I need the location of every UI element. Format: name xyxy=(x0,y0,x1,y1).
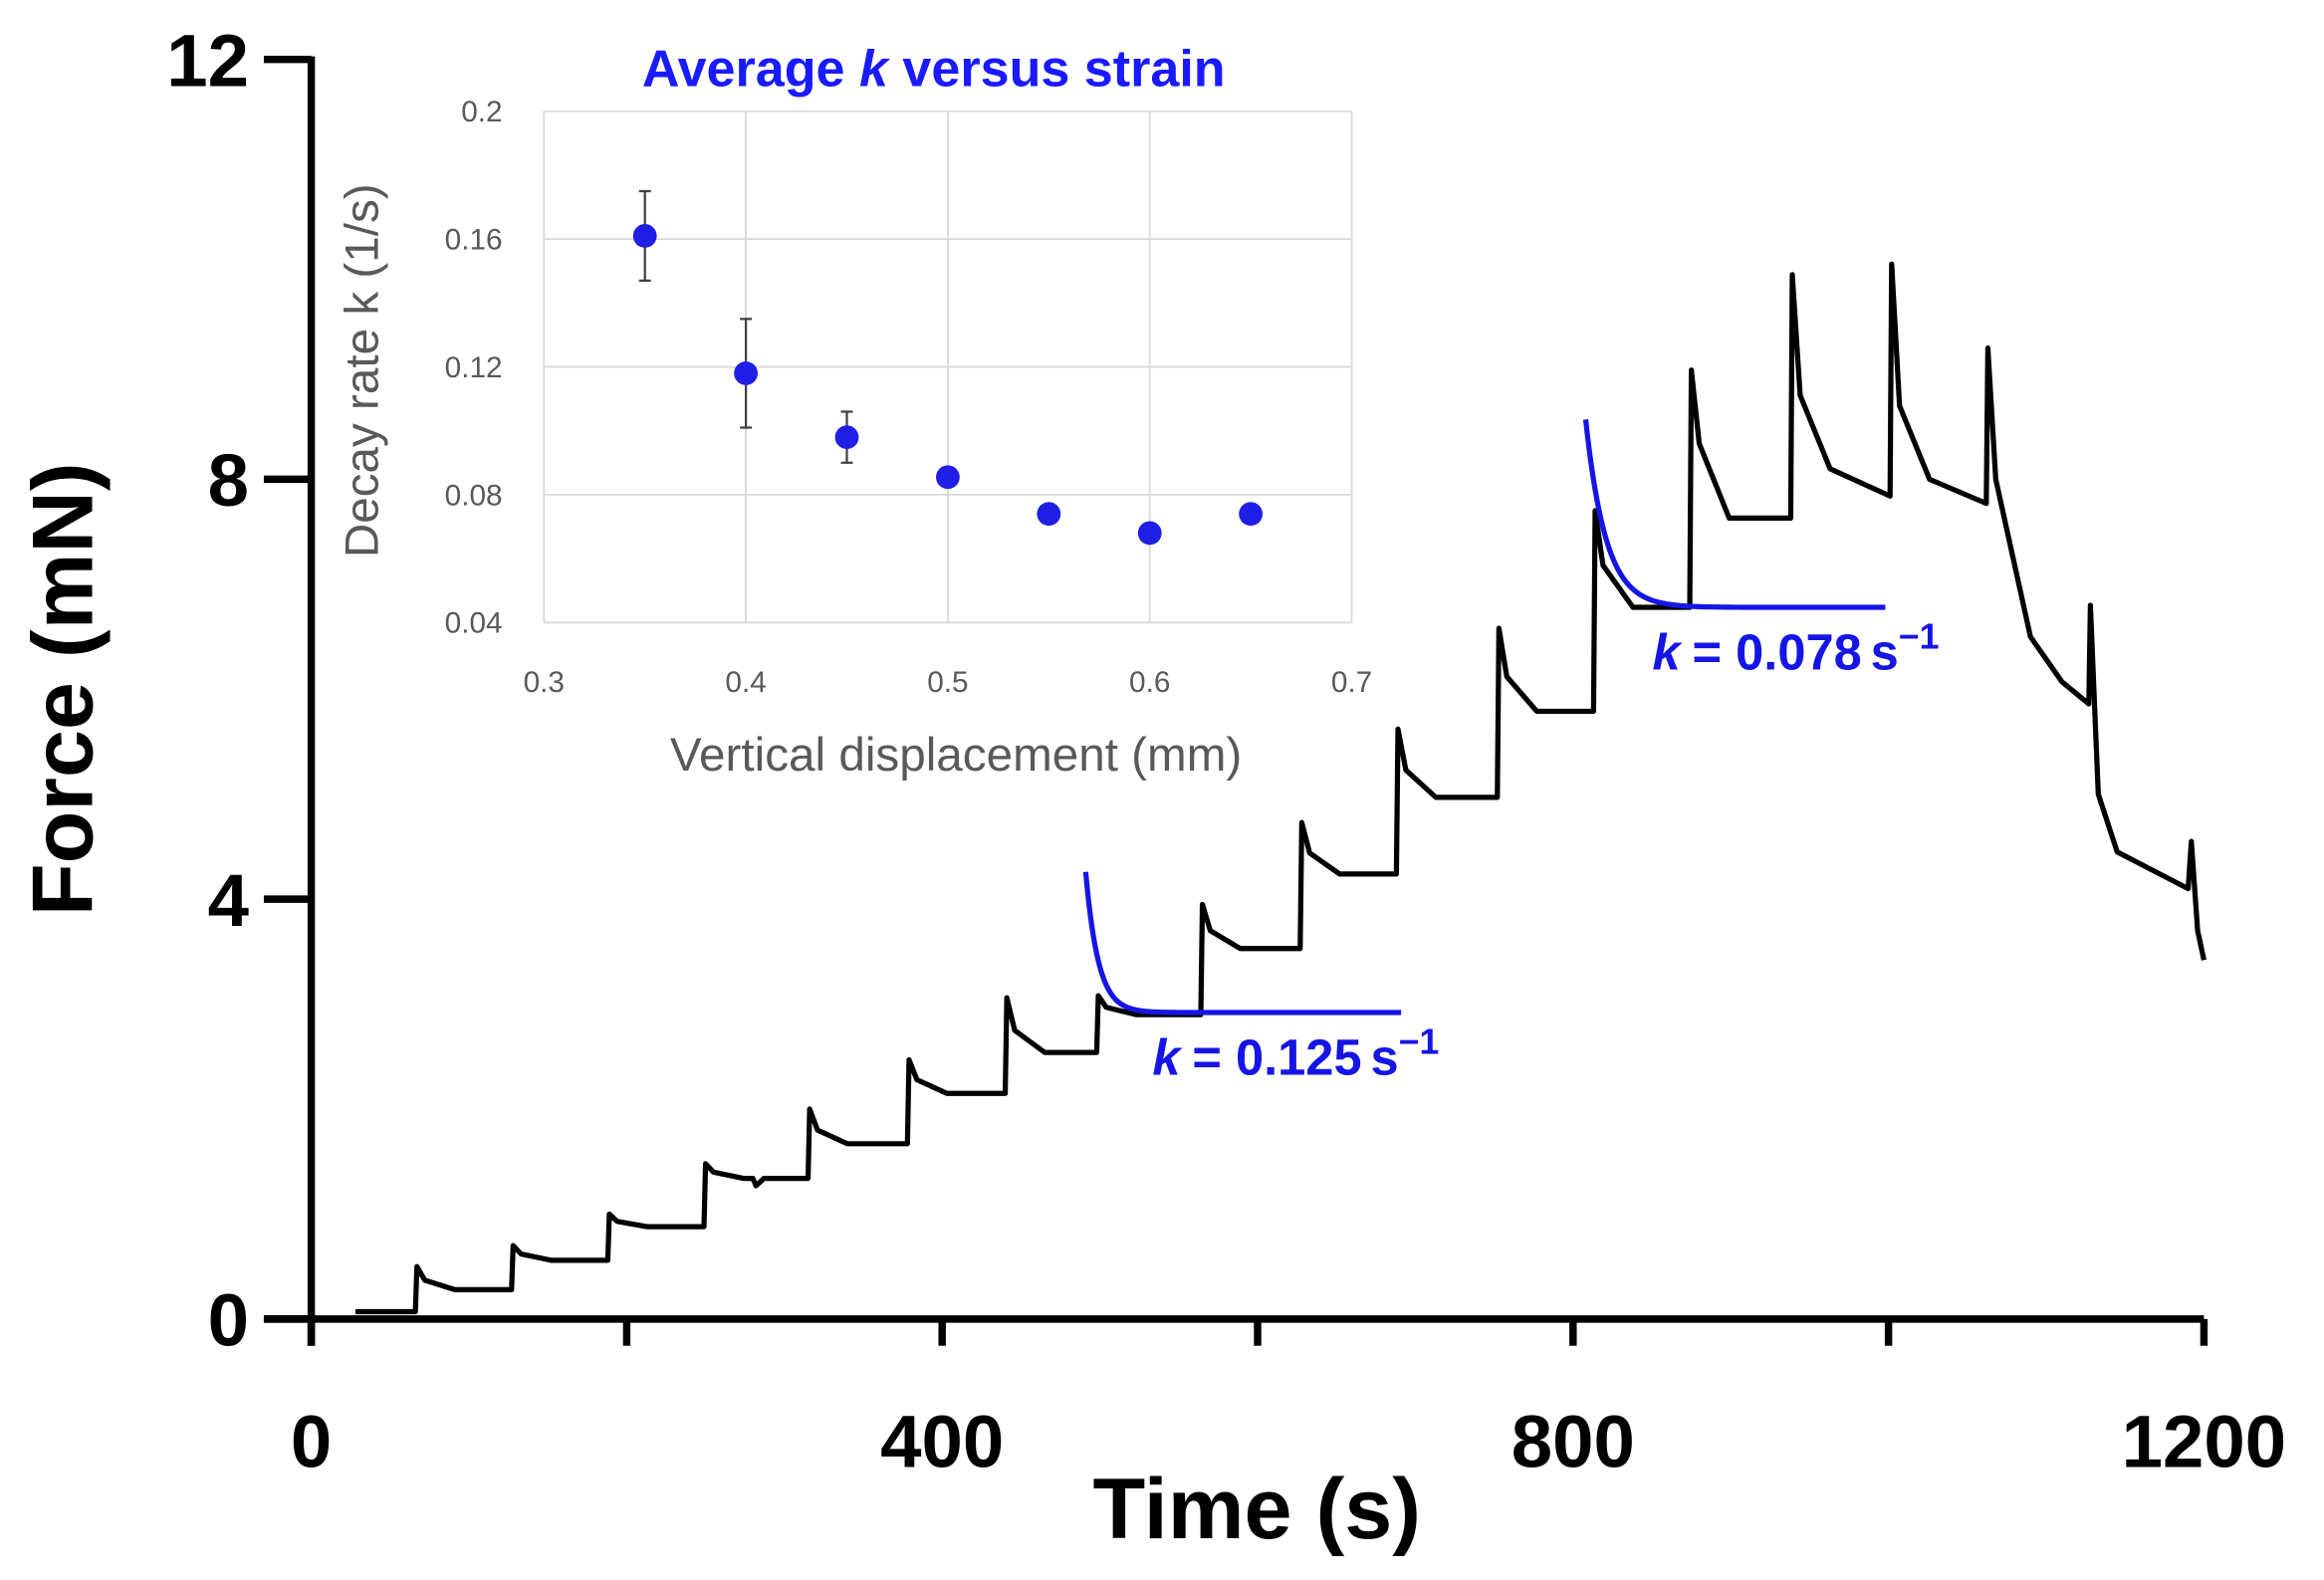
y-axis-label: Force (mN) xyxy=(15,462,111,916)
data-point xyxy=(734,361,759,385)
inset-title: Average k versus strain xyxy=(642,40,1226,98)
title-part: Average xyxy=(642,40,859,98)
x-tick-label: 0 xyxy=(291,1401,332,1483)
inset-x-label: Vertical displacement (mm) xyxy=(670,729,1242,782)
x-axis-label: Time (s) xyxy=(1093,1462,1421,1557)
data-point xyxy=(1239,502,1264,527)
fit-label: k = 0.125 s−1 xyxy=(1152,1022,1439,1086)
data-point xyxy=(936,465,960,490)
x-tick-label: 0.3 xyxy=(524,666,565,699)
y-tick-label: 0.16 xyxy=(445,224,503,257)
force-line xyxy=(354,261,2207,1315)
x-tick-label: 0.6 xyxy=(1129,666,1170,699)
fit-curve xyxy=(1582,419,1886,610)
x-tick-label: 800 xyxy=(1511,1401,1635,1483)
y-tick-label: 0.04 xyxy=(445,607,503,640)
y-tick-label: 12 xyxy=(166,19,249,102)
k-value: = 0.125 xyxy=(1192,1029,1361,1086)
fit-label: k = 0.078 s−1 xyxy=(1652,617,1939,681)
data-point xyxy=(834,425,859,450)
inset-y-label: Decay rate k (1/s) xyxy=(337,183,389,558)
data-point xyxy=(1037,502,1061,527)
k-value: = 0.078 xyxy=(1693,624,1862,681)
k-symbol: k xyxy=(1152,1029,1183,1086)
title-part: k xyxy=(859,40,891,98)
k-symbol: k xyxy=(1652,624,1683,681)
x-tick-label: 400 xyxy=(880,1401,1004,1483)
y-tick-label: 0.2 xyxy=(461,96,502,128)
x-tick-label: 0.7 xyxy=(1331,666,1372,699)
y-tick-label: 0.12 xyxy=(445,351,503,384)
x-tick-label: 1200 xyxy=(2122,1401,2287,1483)
x-tick-label: 0.4 xyxy=(725,666,766,699)
k-exponent: −1 xyxy=(1399,1022,1440,1062)
data-point xyxy=(1137,521,1162,546)
x-tick-label: 0.5 xyxy=(927,666,968,699)
fit-curve xyxy=(1082,871,1402,1016)
data-point xyxy=(632,224,657,248)
y-tick-label: 8 xyxy=(208,439,249,522)
k-exponent: −1 xyxy=(1899,617,1940,657)
k-unit: s xyxy=(1371,1029,1399,1086)
y-tick-label: 0.08 xyxy=(445,479,503,512)
y-tick-label: 0 xyxy=(208,1279,249,1362)
k-unit: s xyxy=(1871,624,1899,681)
title-part: versus strain xyxy=(888,40,1226,98)
y-tick-label: 4 xyxy=(208,859,249,942)
